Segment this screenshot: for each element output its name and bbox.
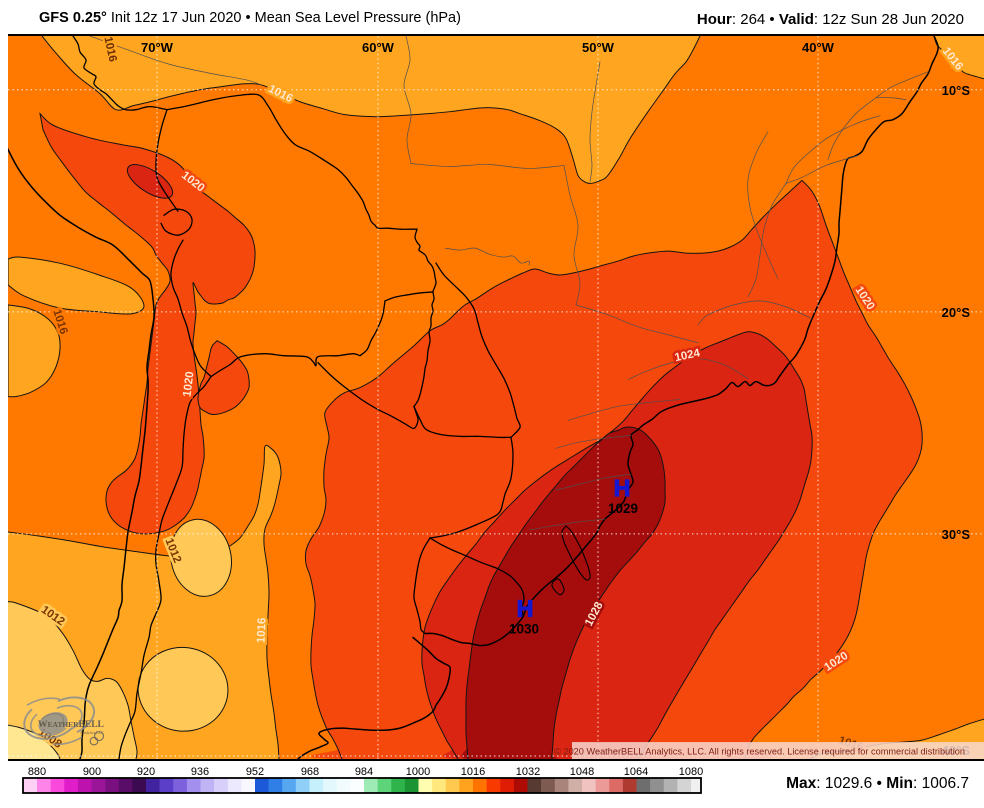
svg-text:968: 968	[301, 766, 319, 778]
svg-text:1048: 1048	[570, 766, 594, 778]
svg-text:H: H	[517, 595, 534, 621]
svg-text:1000: 1000	[406, 766, 430, 778]
svg-text:1016: 1016	[256, 617, 269, 643]
svg-text:70°W: 70°W	[141, 39, 174, 54]
svg-text:60°W: 60°W	[362, 39, 395, 54]
svg-text:1020: 1020	[181, 370, 196, 397]
svg-text:1030: 1030	[509, 621, 539, 636]
svg-text:952: 952	[246, 766, 264, 778]
svg-text:880: 880	[28, 766, 46, 778]
svg-text:936: 936	[191, 766, 209, 778]
svg-text:50°W: 50°W	[582, 39, 615, 54]
svg-text:10°S: 10°S	[942, 82, 971, 97]
svg-text:30°S: 30°S	[942, 526, 971, 541]
svg-text:1029: 1029	[608, 501, 638, 516]
svg-text:Max: 1029.6 • Min: 1006.7: Max: 1029.6 • Min: 1006.7	[786, 775, 969, 792]
svg-text:1064: 1064	[624, 766, 648, 778]
svg-text:20°S: 20°S	[942, 304, 971, 319]
svg-text:© 2020 WeatherBELL Analytics,: © 2020 WeatherBELL Analytics, LLC. All r…	[554, 746, 965, 756]
svg-text:WEATHERBELL: WEATHERBELL	[38, 720, 104, 730]
svg-text:Analytics LLC: Analytics LLC	[80, 730, 104, 735]
svg-text:1032: 1032	[516, 766, 540, 778]
svg-text:40°W: 40°W	[802, 39, 835, 54]
svg-text:H: H	[614, 475, 631, 501]
svg-text:900: 900	[83, 766, 101, 778]
svg-text:984: 984	[355, 766, 373, 778]
svg-text:1016: 1016	[461, 766, 485, 778]
svg-text:1080: 1080	[679, 766, 703, 778]
svg-text:920: 920	[137, 766, 155, 778]
